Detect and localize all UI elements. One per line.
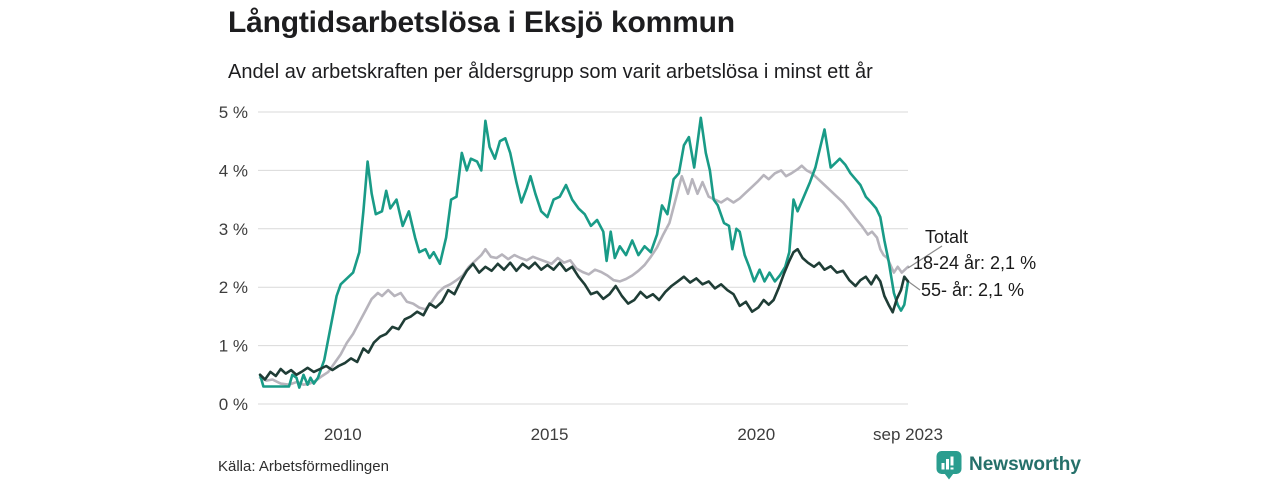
series-layer xyxy=(258,116,910,389)
series-line-totalt xyxy=(258,164,910,387)
y-axis-tick-label: 1 % xyxy=(219,337,248,356)
newsworthy-logo-icon xyxy=(936,451,962,480)
y-axis-tick-label: 4 % xyxy=(219,161,248,180)
annotation-label-totalt: Totalt xyxy=(925,227,969,247)
series-line-18-24-r xyxy=(258,116,910,389)
series-line-55-r xyxy=(258,247,910,381)
y-axis-tick-label: 5 % xyxy=(219,103,248,122)
source-note: Källa: Arbetsförmedlingen xyxy=(218,458,389,475)
x-axis-tick-label: 2015 xyxy=(531,425,569,444)
annotation-label-55plus: 55- år: 2,1 % xyxy=(921,280,1025,300)
annotation-leader-totalt xyxy=(907,245,943,269)
annotation-label-18-24: 18-24 år: 2,1 % xyxy=(913,253,1037,273)
x-axis-tick-label: sep 2023 xyxy=(873,425,943,444)
y-axis-tick-label: 0 % xyxy=(219,395,248,414)
newsworthy-logo-text: Newsworthy xyxy=(969,454,1081,475)
newsworthy-logo: Newsworthy xyxy=(936,450,1081,480)
y-axis-tick-label: 2 % xyxy=(219,278,248,297)
page-subtitle: Andel av arbetskraften per åldersgrupp s… xyxy=(228,61,873,83)
axis-layer: 0 % 1 % 2 % 3 % 4 % 5 % 2010 2015 2020 sep 2023 xyxy=(219,103,943,444)
annotation-leader-55plus xyxy=(908,281,921,291)
x-axis-tick-label: 2020 xyxy=(737,425,775,444)
y-axis-tick-label: 3 % xyxy=(219,220,248,239)
x-axis-tick-label: 2010 xyxy=(324,425,362,444)
page-title: Långtidsarbetslösa i Eksjö kommun xyxy=(228,6,735,39)
